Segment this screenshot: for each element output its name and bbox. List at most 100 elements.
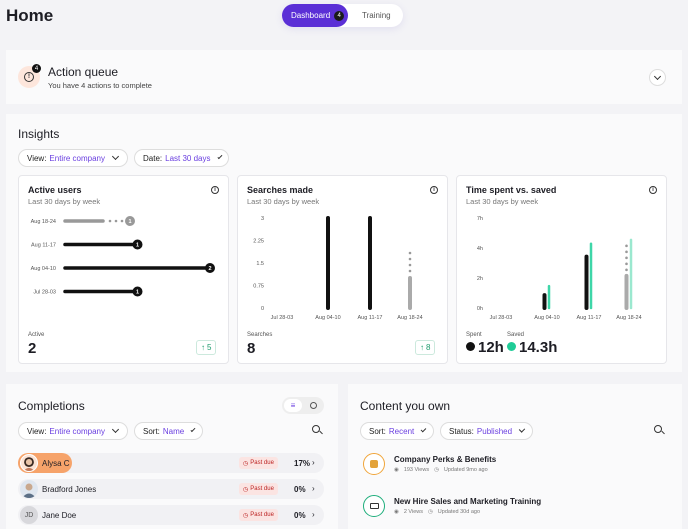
status-value: Published	[476, 426, 513, 436]
chevron-down-icon	[518, 426, 526, 433]
clock-icon: ◷	[243, 486, 249, 493]
time-spent-title: Time spent vs. saved	[466, 185, 557, 195]
clock-icon: ◷	[434, 467, 439, 473]
data-label-badge	[132, 286, 143, 297]
gift-icon	[370, 460, 378, 468]
dot	[625, 250, 628, 254]
dot	[408, 257, 412, 261]
active-users-title: Active users	[28, 185, 82, 195]
dot	[625, 262, 628, 266]
list-icon: ≡	[290, 401, 296, 410]
action-queue-subtitle: You have 4 actions to complete	[48, 81, 152, 90]
tick-label: Jul 28-03	[490, 315, 513, 321]
content-title: Content you own	[360, 399, 451, 413]
tab-training[interactable]: Training	[362, 11, 391, 20]
data-label-badge	[125, 216, 135, 226]
info-icon[interactable]: i	[649, 186, 657, 194]
chevron-down-icon	[420, 426, 427, 433]
completion-percent: 17%	[294, 459, 311, 468]
date-value: Last 30 days	[165, 153, 211, 163]
tick-label: Aug 18-24	[616, 315, 641, 321]
active-users-chart: Aug 18-24 1 Aug 11-17 1 Aug 04-10 2 Jul 28-03 1	[31, 216, 215, 297]
search-button[interactable]	[654, 425, 665, 435]
searches-title: Searches made	[247, 185, 314, 195]
content-item-meta: ◉ 193 Views ◷ Updated 9mo ago	[394, 467, 488, 473]
completions-view-dropdown[interactable]: View: Entire company	[18, 422, 128, 440]
spent-value: 12h	[478, 339, 504, 356]
content-status-dropdown[interactable]: Status: Published	[440, 422, 533, 440]
tick-label: 0h	[477, 306, 483, 312]
chevron-down-icon	[216, 154, 222, 159]
search-icon	[654, 425, 662, 433]
tick-label: 7h	[477, 216, 483, 222]
completions-sort-dropdown[interactable]: Sort: Name	[134, 422, 203, 440]
searches-trend-value: 8	[426, 343, 431, 352]
time-spent-chart: 7h 4h 2h 0h Jul 28-03 Aug 04-10 Aug 11-17 Aug 1…	[477, 216, 642, 321]
chart-view-button[interactable]	[304, 399, 322, 412]
completion-percent: 0%	[294, 511, 306, 520]
arrow-up-icon: ↑	[420, 343, 424, 352]
status-badge: ◷ Past due	[239, 483, 278, 495]
searches-chart: 3 2.25 1.5 0.75 0 Jul 28-03 Aug 04-10 Aug 11-17…	[253, 216, 423, 321]
chevron-right-icon[interactable]: ›	[312, 510, 315, 519]
search-button[interactable]	[312, 425, 323, 435]
tick-label: 2h	[477, 276, 483, 282]
data-label: 1	[136, 243, 139, 249]
table-row[interactable]: JD Jane Doe ◷ Past due 0% ›	[18, 505, 324, 525]
sort-value: Recent	[388, 426, 415, 436]
tick-label: 4h	[477, 246, 483, 252]
content-item-meta: ◉ 2 Views ◷ Updated 30d ago	[394, 509, 480, 515]
chevron-down-icon	[111, 425, 120, 434]
view-label: View:	[27, 426, 47, 436]
table-row[interactable]: Alysa C ◷ Past due 17% ›	[18, 453, 324, 473]
dot	[408, 269, 412, 273]
chevron-down-icon	[190, 427, 196, 432]
tab-dashboard[interactable]: Dashboard 4	[282, 4, 348, 27]
dot	[114, 219, 118, 223]
data-label: 1	[128, 219, 131, 225]
data-label-badge	[132, 239, 143, 250]
list-item[interactable]: New Hire Sales and Marketing Training ◉ 2…	[360, 492, 660, 522]
chevron-right-icon[interactable]: ›	[312, 458, 315, 467]
saved-value: 14.3h	[519, 339, 558, 356]
spent-dot	[466, 342, 475, 351]
tick-label: 0.75	[253, 284, 264, 290]
eye-icon: ◉	[394, 467, 399, 473]
status-badge: ◷ Past due	[239, 509, 278, 521]
insights-date-dropdown[interactable]: Date: Last 30 days	[134, 149, 229, 167]
status-text: Past due	[250, 512, 274, 518]
updated-time: Updated 9mo ago	[443, 467, 488, 473]
avatar	[20, 480, 38, 498]
action-queue-title: Action queue	[48, 65, 119, 79]
views-count: 193 Views	[403, 467, 430, 473]
content-sort-dropdown[interactable]: Sort: Recent	[360, 422, 434, 440]
clock-icon: ◷	[243, 512, 249, 519]
expand-button[interactable]	[649, 69, 666, 86]
info-icon[interactable]: i	[430, 186, 438, 194]
avatar: JD	[20, 506, 38, 524]
spent-label: Spent	[466, 332, 482, 338]
chevron-right-icon[interactable]: ›	[312, 484, 315, 493]
date-label: Date:	[143, 153, 163, 163]
list-item[interactable]: Company Perks & Benefits ◉ 193 Views ◷ Upd…	[360, 450, 660, 480]
status-text: Past due	[250, 486, 274, 492]
info-icon[interactable]: i	[211, 186, 219, 194]
insights-view-dropdown[interactable]: View: Entire company	[18, 149, 128, 167]
searches-subtitle: Last 30 days by week	[247, 197, 320, 206]
tab-switcher: Dashboard 4 Training	[282, 4, 403, 27]
view-value: Entire company	[49, 153, 106, 163]
status-label: Status:	[449, 426, 474, 436]
list-view-button[interactable]: ≡	[284, 399, 302, 412]
tab-dashboard-label: Dashboard	[291, 11, 331, 20]
pie-chart-icon	[309, 402, 317, 409]
tick-label: 2.25	[253, 239, 264, 245]
data-label: 1	[136, 290, 139, 296]
table-row[interactable]: Bradford Jones ◷ Past due 0% ›	[18, 479, 324, 499]
active-trend-badge: ↑ 5	[196, 340, 217, 355]
dot	[625, 244, 628, 248]
tick-label: Aug 11-17	[31, 243, 56, 249]
user-name: Alysa C	[42, 459, 70, 468]
time-spent-subtitle: Last 30 days by week	[466, 197, 539, 206]
avatar	[20, 454, 38, 472]
active-users-subtitle: Last 30 days by week	[28, 197, 101, 206]
